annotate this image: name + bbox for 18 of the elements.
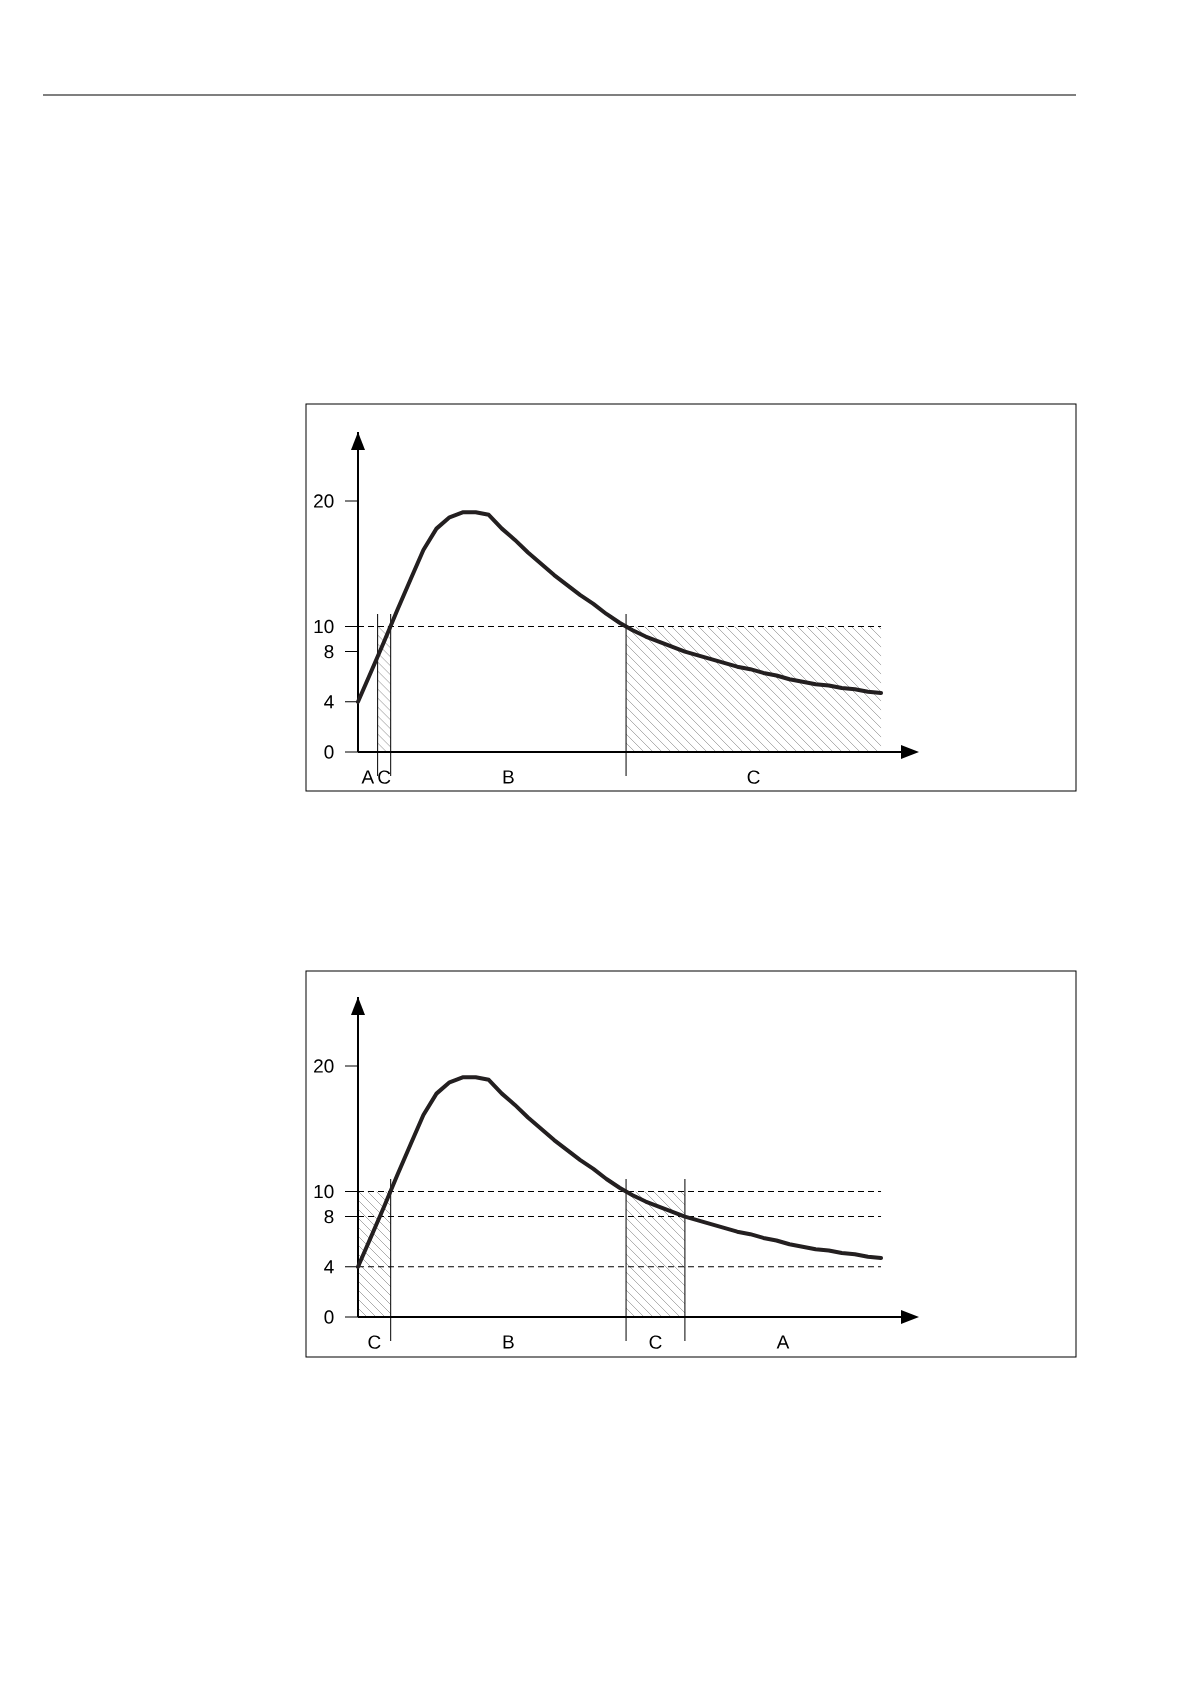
y-tick-label: 0 — [324, 745, 334, 759]
text: C — [747, 770, 760, 784]
text: C — [378, 770, 391, 784]
y-tick-label: 8 — [324, 644, 334, 659]
y-tick-label: 10 — [314, 1184, 334, 1199]
y-tick-label: 20 — [314, 494, 334, 508]
y-tick-label: 8 — [324, 1209, 334, 1224]
y-tick-label: 0 — [324, 1310, 334, 1324]
text: A — [361, 770, 375, 784]
y-tick-label: 20 — [314, 1059, 334, 1073]
text: A — [776, 1335, 790, 1349]
text: B — [503, 1335, 514, 1349]
text: C — [649, 1335, 662, 1349]
y-tick-label: 4 — [324, 695, 334, 709]
text: B — [503, 770, 514, 784]
y-tick-label: 10 — [314, 619, 334, 634]
y-tick-label: 4 — [324, 1260, 334, 1274]
text: C — [368, 1335, 381, 1349]
